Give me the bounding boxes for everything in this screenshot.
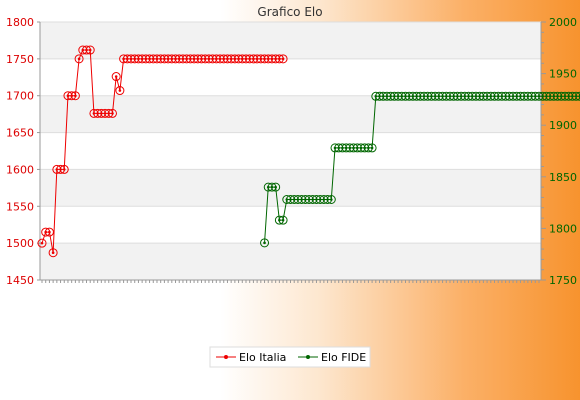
data-point-elo-italia (70, 91, 80, 101)
data-point-dot-elo-fide (370, 146, 374, 150)
legend-label-elo-italia: Elo Italia (239, 351, 286, 364)
data-point-elo-fide (260, 238, 270, 248)
data-point-elo-fide (278, 215, 288, 225)
data-point-elo-italia (85, 45, 95, 55)
data-point-elo-fide (326, 195, 336, 205)
data-point-dot-elo-italia (48, 230, 51, 234)
data-point-elo-fide (367, 143, 377, 153)
data-point-dot-elo-italia (74, 94, 77, 98)
grid-band (40, 95, 541, 133)
data-point-dot-elo-fide (281, 218, 285, 222)
y-left-tick-label: 1700 (6, 90, 34, 103)
data-point-elo-italia (115, 86, 125, 96)
data-point-dot-elo-fide (263, 241, 266, 245)
grid-band (40, 22, 541, 59)
legend-marker-elo-fide (306, 355, 310, 359)
y-left-tick-label: 1750 (6, 53, 34, 66)
data-point-dot-elo-fide (274, 185, 277, 189)
data-point-elo-fide (271, 182, 281, 192)
data-point-dot-elo-italia (40, 241, 44, 245)
grid-band (40, 243, 541, 280)
data-point-dot-elo-italia (77, 57, 81, 61)
legend-label-elo-fide: Elo FIDE (321, 351, 366, 364)
y-right-tick-label: 1900 (549, 119, 577, 132)
y-left-tick-label: 1800 (6, 16, 34, 29)
legend: Elo Italia Elo FIDE (209, 346, 371, 368)
data-point-dot-elo-italia (88, 48, 92, 52)
data-point-dot-elo-italia (281, 57, 285, 61)
legend-box (209, 346, 371, 368)
y-right-tick-label: 2000 (549, 16, 577, 29)
x-axis-ticks (41, 280, 540, 283)
data-point-elo-italia (59, 164, 69, 174)
y-left-tick-label: 1450 (6, 274, 34, 287)
plot-area (40, 22, 541, 280)
y-right-tick-label: 1950 (549, 68, 577, 81)
y-left-tick-label: 1600 (6, 163, 34, 176)
data-point-dot-elo-italia (111, 112, 114, 115)
data-point-dot-elo-italia (114, 75, 118, 78)
y-left-tick-label: 1500 (6, 237, 34, 250)
chart-title: Grafico Elo (257, 5, 322, 19)
data-point-elo-italia (278, 54, 288, 64)
series-elo-italia (37, 45, 288, 258)
y-left-tick-label: 1650 (6, 127, 34, 140)
y-left-tick-label: 1550 (6, 200, 34, 213)
data-point-elo-italia (48, 248, 58, 258)
series-layer (37, 45, 580, 258)
data-point-elo-italia (44, 227, 54, 237)
data-point-elo-italia (111, 72, 121, 82)
data-point-elo-italia (37, 238, 47, 248)
data-point-elo-fide (571, 91, 580, 101)
y-right-tick-label: 1750 (549, 274, 577, 287)
data-point-dot-elo-italia (62, 168, 66, 171)
data-point-dot-elo-fide (329, 198, 333, 201)
data-point-elo-italia (107, 108, 117, 118)
data-point-dot-elo-italia (51, 251, 55, 255)
series-elo-fide (260, 91, 580, 248)
y-axis-left-ticks: 1450 1500 1550 1600 1650 1700 1750 1800 (6, 16, 40, 287)
data-point-elo-italia (74, 54, 84, 64)
plot-background (40, 22, 541, 280)
y-right-tick-label: 1850 (549, 171, 577, 184)
legend-marker-elo-italia (224, 355, 228, 359)
data-point-dot-elo-italia (118, 89, 122, 92)
y-right-tick-label: 1800 (549, 222, 577, 235)
y-axis-right-ticks: 1750 1800 1850 1900 1950 2000 (541, 16, 577, 287)
